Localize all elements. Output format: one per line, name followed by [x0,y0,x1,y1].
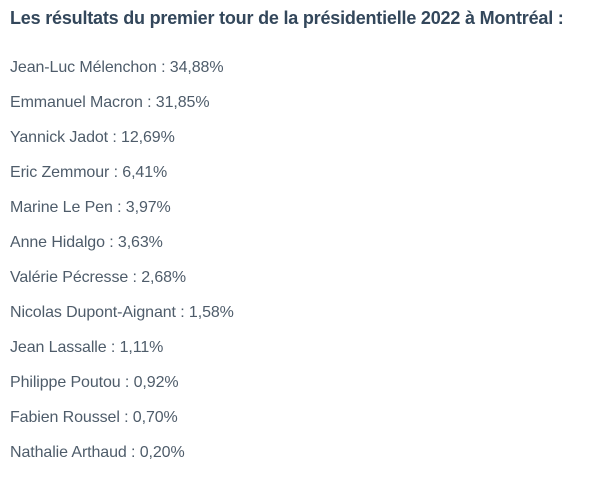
results-list: Jean-Luc Mélenchon : 34,88% Emmanuel Macr… [10,60,607,461]
result-line: Jean-Luc Mélenchon : 34,88% [10,59,224,76]
result-line: Yannick Jadot : 12,69% [10,129,175,146]
result-line: Eric Zemmour : 6,41% [10,164,168,181]
result-line: Emmanuel Macron : 31,85% [10,94,210,111]
result-line: Anne Hidalgo : 3,63% [10,234,163,251]
page-title: Les résultats du premier tour de la prés… [10,8,564,28]
result-line: Philippe Poutou : 0,92% [10,374,179,391]
result-line: Jean Lassalle : 1,11% [10,339,164,356]
result-line: Marine Le Pen : 3,97% [10,199,171,216]
result-line: Valérie Pécresse : 2,68% [10,269,187,286]
result-line: Nathalie Arthaud : 0,20% [10,444,185,461]
result-line: Nicolas Dupont-Aignant : 1,58% [10,304,234,321]
result-line: Fabien Roussel : 0,70% [10,409,178,426]
